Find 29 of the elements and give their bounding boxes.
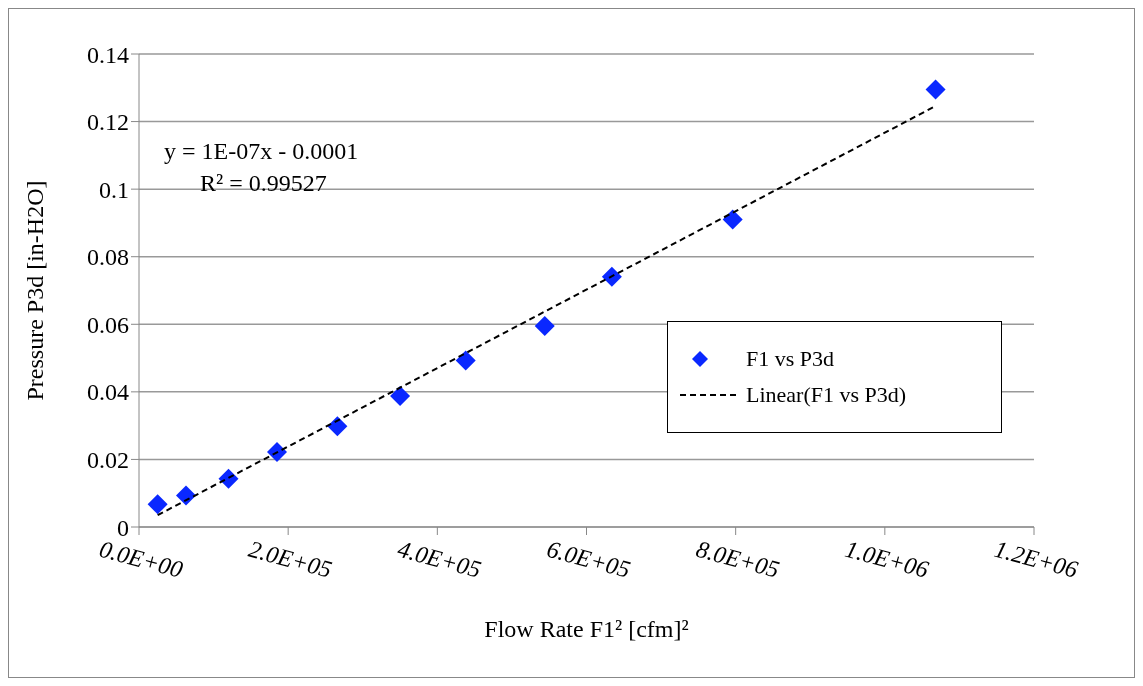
legend-label: F1 vs P3d (746, 346, 835, 372)
y-axis-title: Pressure P3d [in-H2O] (21, 180, 48, 401)
x-axis-title: Flow Rate F1² [cfm]² (484, 616, 689, 642)
x-tick-label: 4.0E+05 (395, 535, 484, 583)
y-tick-label: 0.06 (87, 311, 129, 338)
x-tick-label: 8.0E+05 (693, 535, 783, 583)
point (218, 468, 239, 489)
x-tick-label: 6.0E+05 (544, 535, 633, 583)
y-tick-label: 0.08 (87, 244, 129, 271)
y-tick-label: 0.02 (87, 446, 129, 473)
point (601, 266, 622, 287)
y-tick-label: 0.04 (87, 379, 129, 406)
point (147, 494, 168, 515)
x-tick-label: 1.0E+06 (842, 535, 932, 583)
point (925, 79, 946, 100)
annotation: R² = 0.99527 (199, 169, 328, 198)
legend-label: Linear(F1 vs P3d) (746, 382, 907, 408)
point (175, 485, 196, 506)
point (722, 209, 743, 230)
point (390, 385, 411, 406)
x-tick-label: 2.0E+05 (245, 535, 335, 583)
point (266, 442, 287, 462)
annotation: y = 1E-07x - 0.0001 (164, 137, 359, 166)
y-tick-label: 0.14 (87, 41, 129, 68)
point (455, 350, 476, 371)
x-tick-label: 1.2E+06 (991, 535, 1081, 583)
point (534, 315, 555, 336)
y-tick-label: 0.12 (87, 109, 129, 136)
y-tick-label: 0.1 (99, 176, 129, 203)
